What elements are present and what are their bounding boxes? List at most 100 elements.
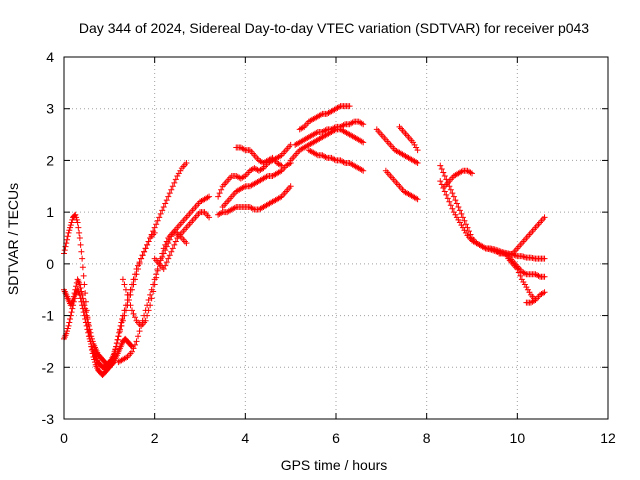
plus-marker: [453, 200, 460, 207]
plus-marker: [84, 326, 91, 333]
plus-marker: [83, 322, 90, 329]
plus-marker: [153, 221, 160, 228]
plus-marker: [85, 329, 92, 336]
plus-marker: [66, 319, 73, 326]
plus-marker: [135, 262, 142, 269]
series-arc23: [523, 289, 548, 306]
plus-marker: [157, 210, 164, 217]
plus-marker: [133, 338, 140, 345]
plus-marker: [278, 162, 285, 169]
plus-marker: [517, 272, 524, 279]
plus-marker: [130, 310, 137, 317]
plus-marker: [414, 147, 421, 154]
plus-marker: [85, 333, 92, 340]
plus-marker: [132, 341, 139, 348]
plus-marker: [166, 252, 173, 259]
plus-marker: [79, 305, 86, 312]
plus-marker: [447, 186, 454, 193]
plus-marker: [154, 266, 161, 273]
plus-marker: [163, 197, 170, 204]
plus-marker: [444, 195, 451, 202]
plus-marker: [160, 203, 167, 210]
plus-marker: [145, 297, 152, 304]
plus-marker: [437, 162, 444, 169]
plus-marker: [86, 335, 93, 342]
plus-marker: [69, 305, 76, 312]
x-tick-label: 8: [423, 430, 431, 446]
plus-marker: [114, 336, 121, 343]
plus-marker: [172, 176, 179, 183]
plus-marker: [70, 298, 77, 305]
plus-marker: [414, 196, 421, 203]
plus-marker: [163, 243, 170, 250]
plus-marker: [144, 241, 151, 248]
series-arc6: [151, 209, 213, 273]
plus-marker: [88, 341, 95, 348]
plus-marker: [141, 248, 148, 255]
plus-marker: [132, 314, 139, 321]
plus-marker: [110, 351, 117, 358]
series-arc19: [437, 178, 548, 262]
plus-marker: [122, 286, 129, 293]
plus-marker: [87, 338, 94, 345]
series-arc3: [61, 229, 158, 371]
plus-marker: [541, 273, 548, 280]
plus-marker: [79, 302, 86, 309]
plus-marker: [70, 302, 77, 309]
plus-marker: [160, 250, 167, 257]
plus-marker: [511, 252, 518, 259]
plus-marker: [169, 183, 176, 190]
plus-marker: [129, 281, 135, 288]
plus-marker: [446, 198, 453, 205]
plus-marker: [456, 207, 463, 214]
series-arc8: [219, 160, 294, 210]
plus-marker: [151, 229, 158, 236]
series-arc2: [61, 276, 135, 371]
plus-marker: [136, 259, 143, 266]
chart-title: Day 344 of 2024, Sidereal Day-to-day VTE…: [79, 20, 589, 36]
plus-marker: [75, 224, 82, 231]
plus-marker: [89, 346, 96, 353]
plus-marker: [74, 219, 81, 226]
data-points: [61, 103, 548, 379]
plus-marker: [183, 240, 190, 247]
plus-marker: [111, 348, 118, 355]
plus-marker: [450, 193, 457, 200]
plus-marker: [64, 233, 71, 240]
plus-marker: [135, 333, 142, 340]
plus-marker: [165, 240, 172, 247]
plus-marker: [129, 348, 135, 355]
series-arc17: [382, 167, 421, 203]
series-arc15: [373, 126, 421, 167]
plus-marker: [145, 238, 152, 245]
plus-marker: [449, 190, 456, 197]
plus-marker: [79, 264, 86, 271]
plus-marker: [162, 200, 169, 207]
plus-marker: [449, 205, 456, 212]
plus-marker: [150, 281, 157, 288]
plus-marker: [139, 317, 146, 324]
plus-marker: [346, 103, 353, 110]
y-tick-label: -3: [42, 411, 55, 427]
plus-marker: [113, 340, 120, 347]
x-tick-label: 2: [151, 430, 159, 446]
plus-marker: [144, 302, 151, 309]
plus-marker: [138, 322, 145, 329]
plus-marker: [163, 259, 170, 266]
plus-marker: [72, 211, 79, 218]
plus-marker: [76, 229, 83, 236]
plus-marker: [79, 255, 86, 262]
plus-marker: [124, 291, 131, 298]
plus-marker: [76, 281, 83, 288]
plus-marker: [73, 216, 80, 223]
plus-marker: [160, 266, 167, 273]
plus-marker: [452, 197, 459, 204]
plus-marker: [168, 233, 175, 240]
plus-marker: [141, 312, 148, 319]
plus-marker: [115, 333, 122, 340]
plus-marker: [461, 217, 468, 224]
plus-marker: [130, 345, 137, 352]
plus-marker: [469, 170, 475, 177]
plus-marker: [459, 214, 466, 221]
plus-marker: [514, 266, 521, 273]
